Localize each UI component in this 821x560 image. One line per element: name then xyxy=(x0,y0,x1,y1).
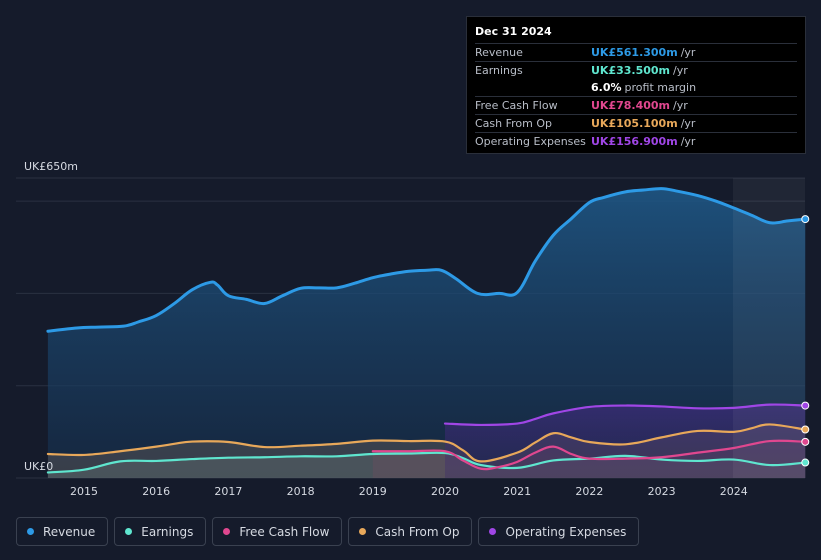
legend-dot-icon xyxy=(223,528,231,535)
legend-label: Cash From Op xyxy=(375,524,460,539)
tooltip-row-label: Operating Expenses xyxy=(475,135,586,148)
tooltip-row-unit: /yr xyxy=(673,64,688,77)
x-tick-label: 2020 xyxy=(431,485,459,498)
revenue-line xyxy=(46,187,807,333)
tooltip-date: Dec 31 2024 xyxy=(475,25,552,38)
x-tick-label: 2023 xyxy=(648,485,676,498)
tooltip-row-label: Cash From Op xyxy=(475,117,553,130)
y-max-label: UK£650m xyxy=(24,160,78,173)
line-layer xyxy=(46,187,807,474)
tooltip-row-unit: /yr xyxy=(680,46,696,59)
legend-dot-icon xyxy=(27,528,34,535)
tooltip-row: Earnings UK£33.500m/yr xyxy=(475,61,797,79)
x-tick-label: 2016 xyxy=(142,485,170,498)
tooltip: Dec 31 2024 Revenue UK£561.300m/yr Earning… xyxy=(466,16,806,154)
legend-label: Operating Expenses xyxy=(505,524,627,539)
tooltip-row-value: UK£561.300m xyxy=(591,46,678,59)
operating-expenses-endpoint xyxy=(801,401,810,410)
x-tick-label: 2015 xyxy=(70,485,98,498)
legend-item-cash-from-op[interactable]: Cash From Op xyxy=(348,517,473,546)
tooltip-row-value: 6.0% xyxy=(591,81,622,94)
x-tick-label: 2022 xyxy=(575,485,603,498)
tooltip-row-value: UK£156.900m xyxy=(591,135,678,148)
tooltip-row: Operating Expenses UK£156.900m/yr xyxy=(475,132,797,150)
legend: Revenue Earnings Free Cash Flow Cash From O… xyxy=(16,517,640,547)
tooltip-row: 6.0% profit margin xyxy=(475,79,797,96)
tooltip-row-value: UK£33.500m xyxy=(591,64,671,77)
x-tick-label: 2017 xyxy=(214,485,242,498)
tooltip-row: Revenue UK£561.300m/yr xyxy=(475,43,797,61)
operating-expenses-line xyxy=(443,403,807,427)
y-min-label: UK£0 xyxy=(24,460,53,473)
legend-item-revenue[interactable]: Revenue xyxy=(16,517,109,546)
free-cash-flow-endpoint xyxy=(801,437,810,446)
legend-item-earnings[interactable]: Earnings xyxy=(114,517,207,546)
tooltip-rows: Revenue UK£561.300m/yr Earnings UK£33.500m /… xyxy=(475,43,797,150)
x-tick-label: 2024 xyxy=(720,485,748,498)
tooltip-row-label: Earnings xyxy=(475,64,523,77)
cash-from-op-endpoint xyxy=(801,425,810,434)
tooltip-row: Free Cash Flow UK£78.400m/yr xyxy=(475,96,797,114)
cash-from-op-line xyxy=(46,423,807,463)
free-cash-flow-line xyxy=(371,439,807,471)
revenue-endpoint xyxy=(801,215,810,224)
legend-item-operating-expenses[interactable]: Operating Expenses xyxy=(478,517,640,546)
area-layer xyxy=(47,188,806,479)
tooltip-row-unit: /yr xyxy=(680,117,696,130)
earnings-endpoint xyxy=(801,458,810,467)
legend-label: Earnings xyxy=(141,524,194,539)
tooltip-row-value: UK£105.100m xyxy=(591,117,678,130)
legend-dot-icon xyxy=(125,528,133,535)
chart-area: 2015 2016 2017 2018 2019 2020 2021 2022 2023 2024… xyxy=(16,160,810,498)
tooltip-row-label: Free Cash Flow xyxy=(475,99,558,112)
earnings-line xyxy=(46,451,807,474)
legend-label: Free Cash Flow xyxy=(239,524,330,539)
x-tick-label: 2018 xyxy=(287,485,315,498)
legend-dot-icon xyxy=(489,528,497,535)
tick-layer: 2015 2016 2017 2018 2019 2020 2021 2022 2023 2024 xyxy=(70,485,748,498)
tooltip-row-unit: profit margin xyxy=(624,81,697,94)
tooltip-row-label: Revenue xyxy=(475,46,523,59)
legend-dot-icon xyxy=(359,528,367,535)
x-tick-label: 2021 xyxy=(503,485,531,498)
legend-label: Revenue xyxy=(43,524,96,539)
tooltip-row-unit: /yr xyxy=(673,99,688,112)
tooltip-row-value: UK£78.400m xyxy=(591,99,671,112)
dot-layer xyxy=(801,215,810,467)
tooltip-row: Cash From Op UK£105.100m/yr xyxy=(475,114,797,132)
x-tick-label: 2019 xyxy=(359,485,387,498)
tooltip-row-unit: /yr xyxy=(680,135,696,148)
legend-item-free-cash-flow[interactable]: Free Cash Flow xyxy=(212,517,343,546)
